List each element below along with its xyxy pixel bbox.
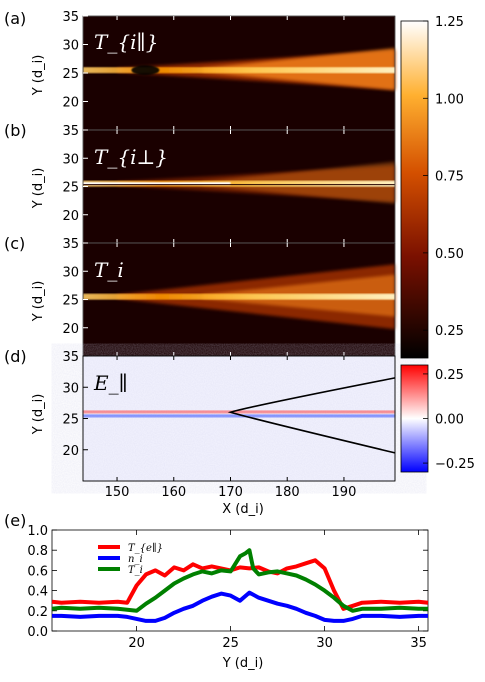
colorbar-tick-label: 1.00 bbox=[435, 92, 464, 107]
line-panel: 0.0 0.2 0.4 0.6 0.8 1.0 20 25 30 35 T_{e∥}n_iT_i bbox=[27, 524, 429, 651]
ytick-label: 0.8 bbox=[27, 544, 48, 559]
ytick-label: 30 bbox=[62, 265, 79, 280]
colorbars: 0.25 0.50 0.75 1.00 1.25 −0.25 0.00 0.25 bbox=[400, 15, 475, 473]
ytick-label: 20 bbox=[62, 209, 79, 224]
plot-label-a: T_{i∥} bbox=[94, 30, 158, 54]
heatmap-core bbox=[83, 67, 395, 74]
colorbar-tick-label: 0.50 bbox=[435, 247, 464, 262]
heatmap-blue-band bbox=[83, 414, 395, 418]
xtick-label: 170 bbox=[218, 485, 243, 500]
colorbar-tick-label: 0.00 bbox=[435, 413, 464, 428]
series-line-2 bbox=[51, 548, 428, 613]
heatmap-red-band bbox=[83, 410, 395, 414]
heatmap-noise bbox=[83, 356, 395, 481]
xtick-label: 190 bbox=[332, 485, 357, 500]
xtick-label: 180 bbox=[275, 485, 300, 500]
xtick-label: 160 bbox=[161, 485, 186, 500]
heatmap-d: 20 25 30 35 150 160 170 180 190 bbox=[62, 350, 396, 500]
ytick-label: 35 bbox=[62, 350, 79, 365]
ytick-label: 35 bbox=[62, 124, 79, 139]
colorbar-tick-label: −0.25 bbox=[435, 457, 475, 472]
ytick-label: 35 bbox=[62, 10, 79, 25]
ylabel-c: Y (d_i) bbox=[31, 281, 46, 323]
ytick-label: 0.6 bbox=[27, 564, 48, 579]
xtick-label: 150 bbox=[105, 485, 130, 500]
ylabel-d: Y (d_i) bbox=[31, 394, 46, 436]
colorbar-bar bbox=[400, 20, 429, 359]
ytick-label: 0.2 bbox=[27, 605, 48, 620]
xlabel-e: Y (d_i) bbox=[222, 656, 264, 671]
colorbar-tick-label: 0.75 bbox=[435, 170, 464, 185]
ytick-label: 25 bbox=[62, 413, 79, 428]
ylabel-a: Y (d_i) bbox=[31, 55, 46, 97]
panel-label-d: (d) bbox=[4, 347, 27, 366]
plot-label-c: T_i bbox=[94, 258, 124, 282]
ytick-label: 35 bbox=[62, 237, 79, 252]
ytick-label: 25 bbox=[62, 294, 79, 309]
colorbar-0: 0.25 0.50 0.75 1.00 1.25 bbox=[400, 15, 464, 359]
heatmap-core bbox=[83, 180, 395, 187]
ytick-label: 30 bbox=[62, 381, 79, 396]
colorbar-tick-label: 1.25 bbox=[435, 15, 464, 30]
ytick-label: 30 bbox=[62, 152, 79, 167]
heatmap-panels: 20 25 30 35 20 25 30 35 20 25 30 35 20 25 30 35 150 160 17… bbox=[62, 10, 396, 500]
ytick-label: 20 bbox=[62, 322, 79, 337]
ytick-label: 30 bbox=[62, 39, 79, 54]
colorbar-1: −0.25 0.00 0.25 bbox=[400, 364, 475, 473]
plot-label-b: T_{i⊥} bbox=[94, 145, 168, 169]
xtick-label: 25 bbox=[222, 636, 239, 651]
ylabel-b: Y (d_i) bbox=[31, 168, 46, 210]
xtick-label: 30 bbox=[316, 636, 333, 651]
heatmap-core bbox=[83, 293, 395, 300]
colorbar-tick-label: 0.25 bbox=[435, 324, 464, 339]
legend-label-2: T_i bbox=[128, 565, 143, 576]
colorbar-tick-label: 0.25 bbox=[435, 368, 464, 383]
heatmap-c: 20 25 30 35 bbox=[62, 237, 396, 357]
ytick-label: 25 bbox=[62, 181, 79, 196]
xtick-label: 20 bbox=[128, 636, 145, 651]
panel-label-b: (b) bbox=[4, 121, 27, 140]
ytick-label: 0.4 bbox=[27, 585, 48, 600]
panel-label-a: (a) bbox=[4, 9, 26, 28]
heatmap-b: 20 25 30 35 bbox=[62, 124, 396, 244]
ytick-label: 20 bbox=[62, 96, 79, 111]
panel-label-e: (e) bbox=[4, 511, 26, 530]
separatrix bbox=[227, 377, 396, 454]
ytick-label: 0.0 bbox=[27, 625, 48, 640]
heatmap-xpoint bbox=[131, 65, 160, 76]
series-line-1 bbox=[52, 590, 428, 623]
ytick-label: 1.0 bbox=[27, 524, 48, 539]
xlabel-d: X (d_i) bbox=[222, 502, 264, 517]
legend-label-0: T_{e∥} bbox=[128, 542, 163, 554]
ytick-label: 25 bbox=[62, 67, 79, 82]
panel-label-c: (c) bbox=[4, 234, 25, 253]
ytick-label: 20 bbox=[62, 444, 79, 459]
plot-label-d: E_∥ bbox=[93, 371, 128, 395]
xtick-label: 35 bbox=[410, 636, 427, 651]
legend-label-1: n_i bbox=[128, 554, 143, 565]
heatmap-core-hot bbox=[83, 182, 231, 186]
heatmap-a: 20 25 30 35 bbox=[62, 10, 396, 131]
